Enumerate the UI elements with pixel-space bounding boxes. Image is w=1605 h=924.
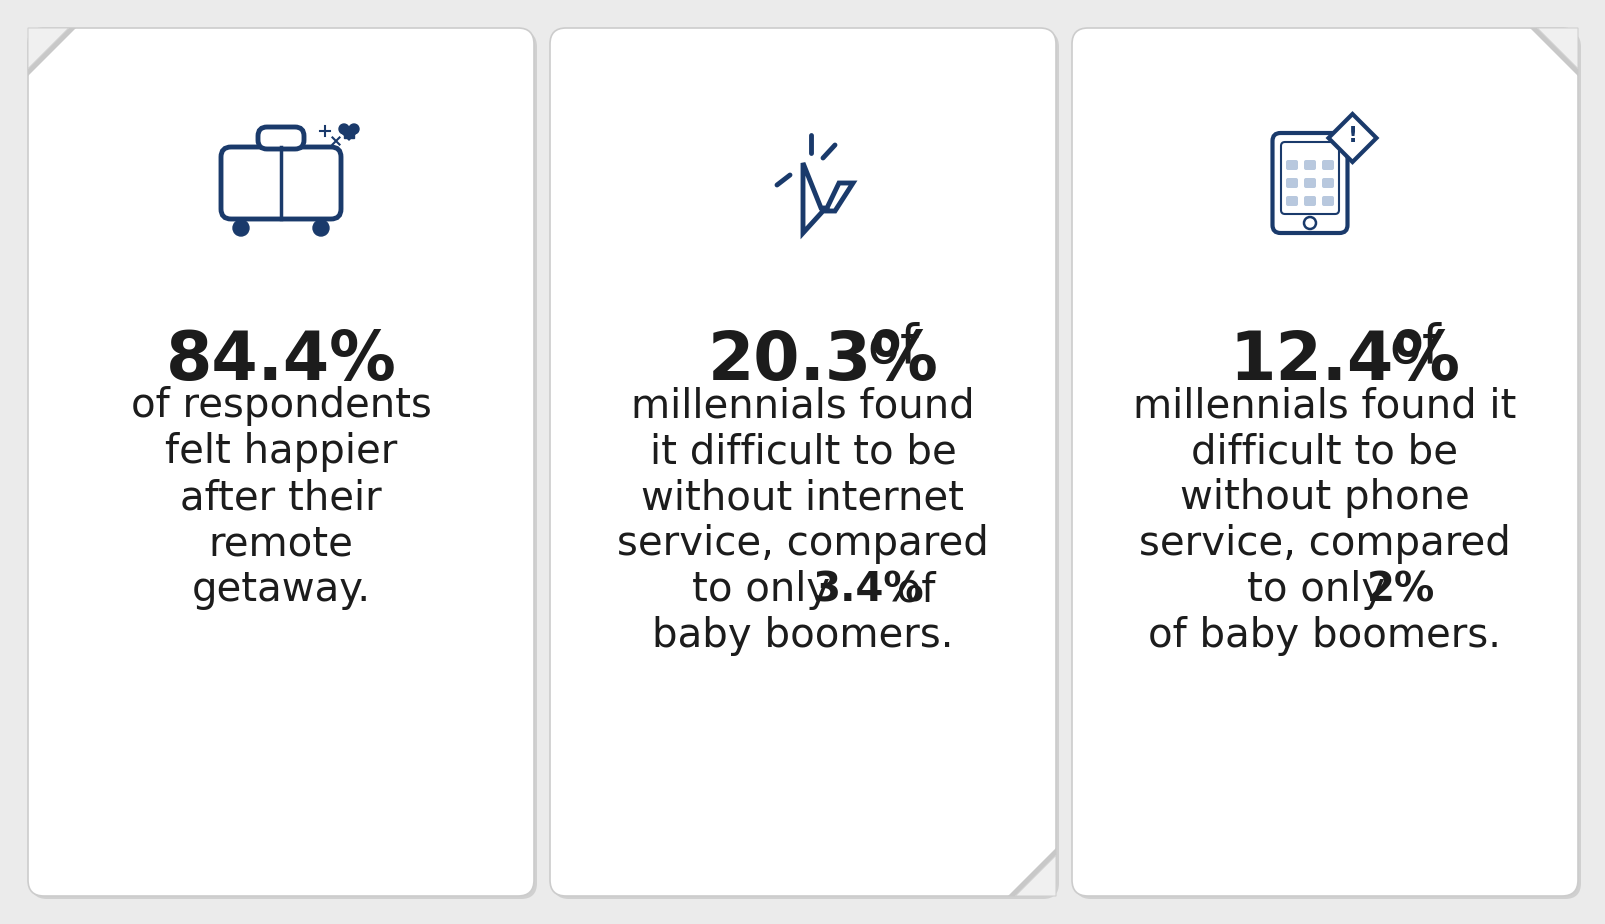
- Text: 3.4%: 3.4%: [812, 570, 923, 610]
- Text: of: of: [884, 570, 936, 610]
- FancyBboxPatch shape: [1303, 160, 1314, 170]
- Text: of baby boomers.: of baby boomers.: [1148, 616, 1501, 656]
- FancyBboxPatch shape: [27, 28, 534, 896]
- Text: of respondents: of respondents: [130, 386, 432, 426]
- FancyBboxPatch shape: [1321, 160, 1334, 170]
- Text: it difficult to be: it difficult to be: [648, 432, 957, 472]
- Polygon shape: [802, 163, 852, 233]
- Polygon shape: [27, 28, 69, 68]
- Text: 2%: 2%: [1366, 570, 1435, 610]
- Text: without phone: without phone: [1180, 478, 1469, 518]
- Circle shape: [313, 220, 329, 236]
- Text: millennials found: millennials found: [631, 386, 974, 426]
- FancyBboxPatch shape: [1303, 178, 1314, 188]
- FancyBboxPatch shape: [1286, 178, 1297, 188]
- FancyBboxPatch shape: [1321, 196, 1334, 206]
- Polygon shape: [27, 28, 75, 76]
- FancyBboxPatch shape: [549, 28, 1056, 896]
- Text: felt happier: felt happier: [165, 432, 396, 472]
- Text: !: !: [1347, 126, 1356, 146]
- Text: service, compared: service, compared: [1138, 524, 1510, 564]
- Polygon shape: [1327, 114, 1375, 162]
- FancyBboxPatch shape: [552, 31, 1058, 899]
- Text: 20.3%: 20.3%: [706, 328, 937, 394]
- Circle shape: [348, 124, 360, 134]
- Text: of: of: [1372, 322, 1440, 374]
- FancyBboxPatch shape: [1281, 142, 1339, 214]
- Polygon shape: [1530, 28, 1578, 76]
- Text: millennials found it: millennials found it: [1133, 386, 1515, 426]
- Text: after their: after their: [180, 478, 382, 518]
- FancyBboxPatch shape: [1286, 196, 1297, 206]
- Circle shape: [233, 220, 249, 236]
- Text: of: of: [851, 322, 918, 374]
- Text: baby boomers.: baby boomers.: [652, 616, 953, 656]
- FancyBboxPatch shape: [1321, 178, 1334, 188]
- FancyBboxPatch shape: [1074, 31, 1579, 899]
- FancyBboxPatch shape: [30, 31, 536, 899]
- Text: to only: to only: [692, 570, 843, 610]
- Text: 12.4%: 12.4%: [1229, 328, 1459, 394]
- Text: remote: remote: [209, 524, 353, 564]
- FancyBboxPatch shape: [258, 127, 303, 149]
- Text: service, compared: service, compared: [616, 524, 989, 564]
- FancyBboxPatch shape: [1286, 160, 1297, 170]
- FancyBboxPatch shape: [1071, 28, 1578, 896]
- Polygon shape: [1014, 856, 1056, 896]
- Text: 84.4%: 84.4%: [165, 328, 396, 394]
- Polygon shape: [1536, 28, 1578, 68]
- Text: to only: to only: [1245, 570, 1396, 610]
- FancyBboxPatch shape: [221, 147, 340, 219]
- Text: difficult to be: difficult to be: [1191, 432, 1457, 472]
- Polygon shape: [339, 131, 360, 141]
- FancyBboxPatch shape: [1303, 196, 1314, 206]
- FancyBboxPatch shape: [1271, 133, 1347, 233]
- Polygon shape: [1008, 848, 1056, 896]
- Text: getaway.: getaway.: [191, 570, 371, 610]
- Text: without internet: without internet: [640, 478, 965, 518]
- Circle shape: [339, 124, 348, 134]
